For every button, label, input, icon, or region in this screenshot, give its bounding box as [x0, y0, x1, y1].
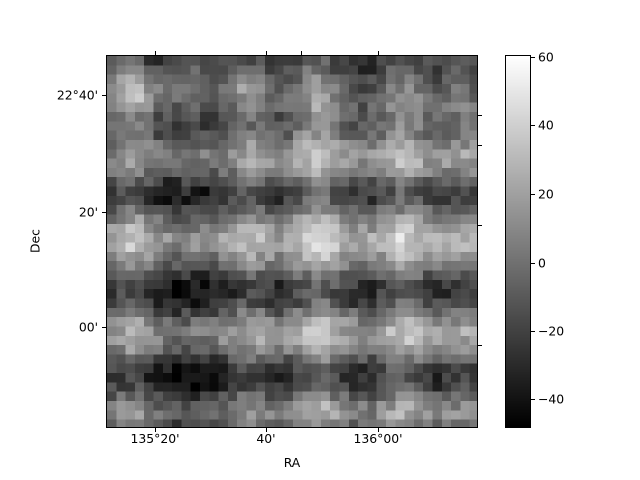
colorbar-tick-mark-2: [531, 194, 535, 196]
colorbar-tick-label-0: 0: [538, 255, 546, 271]
colorbar-tick-label-minus20: −20: [538, 323, 565, 339]
x-axis-label: RA: [283, 455, 301, 470]
xtick-mark-top-1: [266, 51, 268, 55]
colorbar-tick-label-40: 40: [538, 117, 554, 133]
colorbar-tick-label-minus40: −40: [538, 391, 565, 407]
colorbar-tick-label-60: 60: [538, 49, 554, 65]
ytick-mark-right-1: [478, 145, 482, 147]
colorbar-tick-mark-0: [531, 57, 535, 59]
ytick-label-2: 00': [78, 319, 98, 335]
ytick-mark-1: [102, 212, 106, 214]
colorbar-tick-mark-5: [531, 399, 535, 401]
xtick-label-1: 40': [256, 431, 276, 446]
ytick-label-1: 20': [78, 204, 98, 220]
colorbar-tick-mark-3: [531, 263, 535, 265]
y-axis-label: Dec: [27, 229, 43, 253]
colorbar-tick-label-20: 20: [538, 186, 554, 202]
colorbar-tick-mark-1: [531, 125, 535, 127]
colorbar-tick-mark-4: [531, 331, 535, 333]
ytick-mark-right-0: [478, 115, 482, 117]
ytick-mark-0: [102, 95, 106, 97]
xtick-mark-0: [155, 428, 157, 432]
xtick-label-2: 136°00': [353, 431, 403, 446]
colorbar-axes[interactable]: [505, 55, 531, 428]
sky-heatmap-image: [107, 56, 477, 427]
xtick-mark-top-2: [301, 51, 303, 55]
colorbar-gradient: [506, 56, 530, 427]
sky-image-axes[interactable]: [106, 55, 478, 428]
xtick-mark-top-3: [378, 51, 380, 55]
xtick-mark-2: [378, 428, 380, 432]
ytick-mark-right-2: [478, 225, 482, 227]
ytick-label-0: 22°40': [56, 87, 98, 103]
xtick-mark-1: [266, 428, 268, 432]
xtick-mark-top-0: [155, 51, 157, 55]
ytick-mark-right-3: [478, 345, 482, 347]
ytick-mark-2: [102, 327, 106, 329]
xtick-label-0: 135°20': [130, 431, 180, 446]
